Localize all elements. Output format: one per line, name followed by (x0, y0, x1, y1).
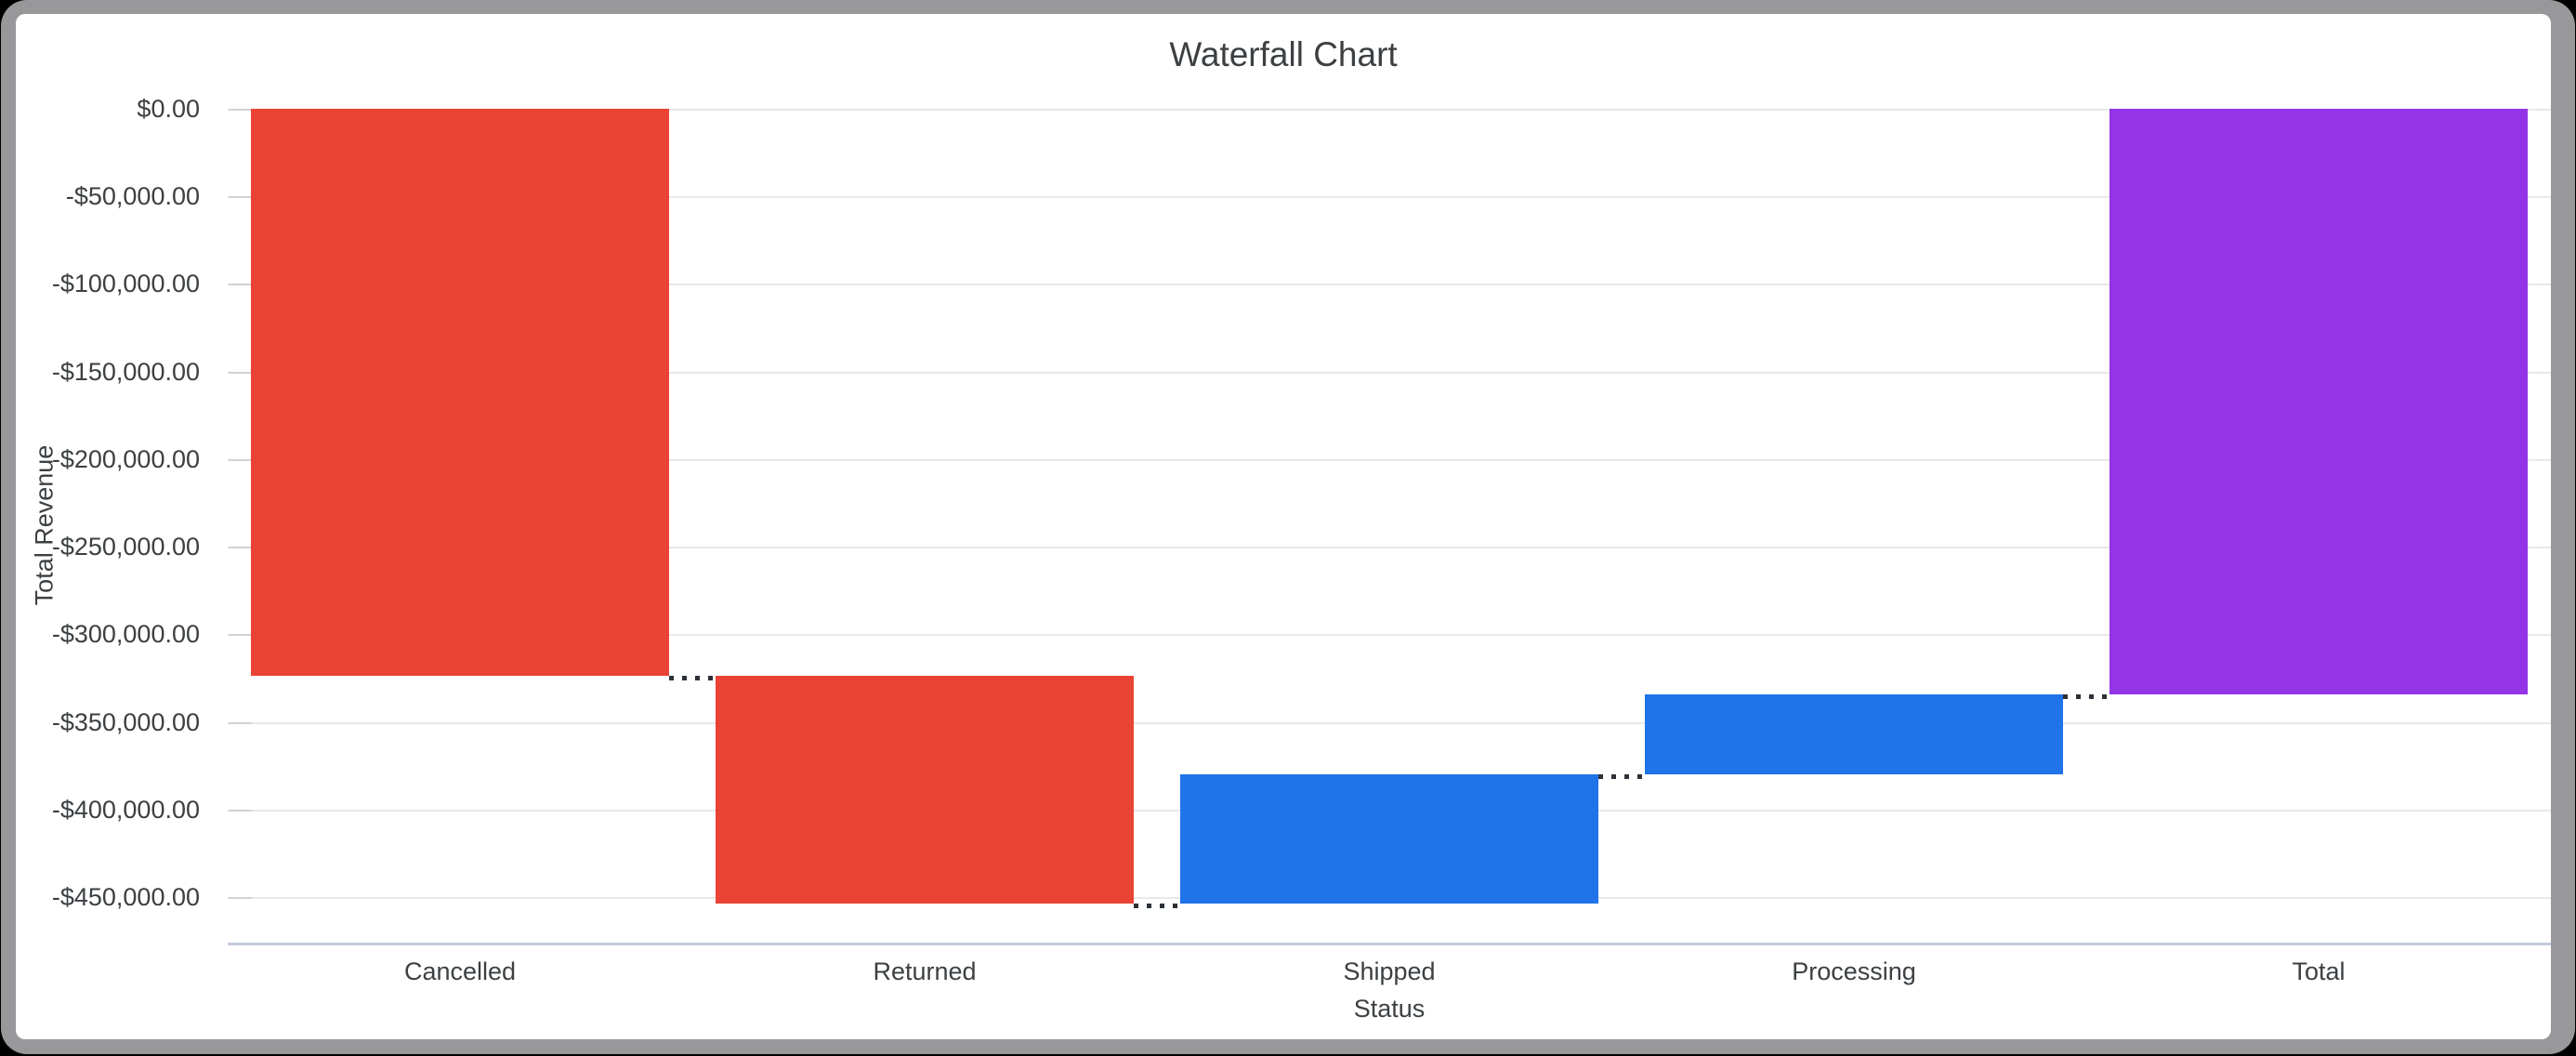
bar-returned[interactable] (716, 676, 1134, 904)
gridline (228, 634, 2551, 636)
bar-cancelled[interactable] (251, 109, 669, 676)
y-tick-label: -$250,000.00 (51, 533, 200, 561)
y-tick-label: -$200,000.00 (51, 445, 200, 473)
x-tick-label-processing: Processing (1792, 957, 1916, 985)
y-tick-label: -$50,000.00 (65, 182, 200, 210)
y-tick-label: -$100,000.00 (51, 270, 200, 297)
y-tick-label: -$350,000.00 (51, 708, 200, 736)
connector-line (669, 676, 716, 680)
x-tick-label-total: Total (2292, 957, 2346, 985)
connector-line (2063, 694, 2109, 699)
axis-tick (229, 634, 252, 636)
x-axis-title: Status (1353, 995, 1426, 1023)
gridline (228, 372, 2551, 374)
gridline (228, 284, 2551, 285)
x-tick-label-shipped: Shipped (1343, 957, 1436, 985)
chart-card: Waterfall Chart Total Revenue $0.00 -$50,… (16, 14, 2551, 1039)
bar-shipped[interactable] (1180, 774, 1598, 904)
axis-tick (229, 372, 252, 374)
bar-processing[interactable] (1645, 694, 2063, 774)
chart-title: Waterfall Chart (1169, 35, 1398, 73)
y-tick-label: -$400,000.00 (51, 796, 200, 824)
gridline (228, 109, 2551, 111)
x-axis-line (228, 943, 2551, 945)
gridline (228, 547, 2551, 548)
y-tick-label: -$150,000.00 (51, 358, 200, 386)
connector-line (1134, 904, 1180, 908)
axis-tick (229, 196, 252, 198)
x-tick-label-returned: Returned (873, 957, 977, 985)
y-tick-label: -$450,000.00 (51, 883, 200, 911)
y-tick-label: -$300,000.00 (51, 620, 200, 648)
gridline (228, 459, 2551, 461)
gridline (228, 196, 2551, 198)
plot-area (228, 109, 2551, 944)
x-tick-label-cancelled: Cancelled (403, 957, 517, 985)
axis-tick (229, 810, 252, 812)
connector-line (1598, 774, 1645, 779)
axis-tick (229, 722, 252, 724)
bar-total[interactable] (2109, 109, 2528, 694)
axis-tick (229, 459, 252, 461)
axis-tick (229, 109, 252, 111)
gridline (228, 722, 2551, 724)
axis-tick (229, 897, 252, 899)
y-tick-label: $0.00 (137, 95, 200, 123)
axis-tick (229, 547, 252, 548)
axis-tick (229, 284, 252, 285)
